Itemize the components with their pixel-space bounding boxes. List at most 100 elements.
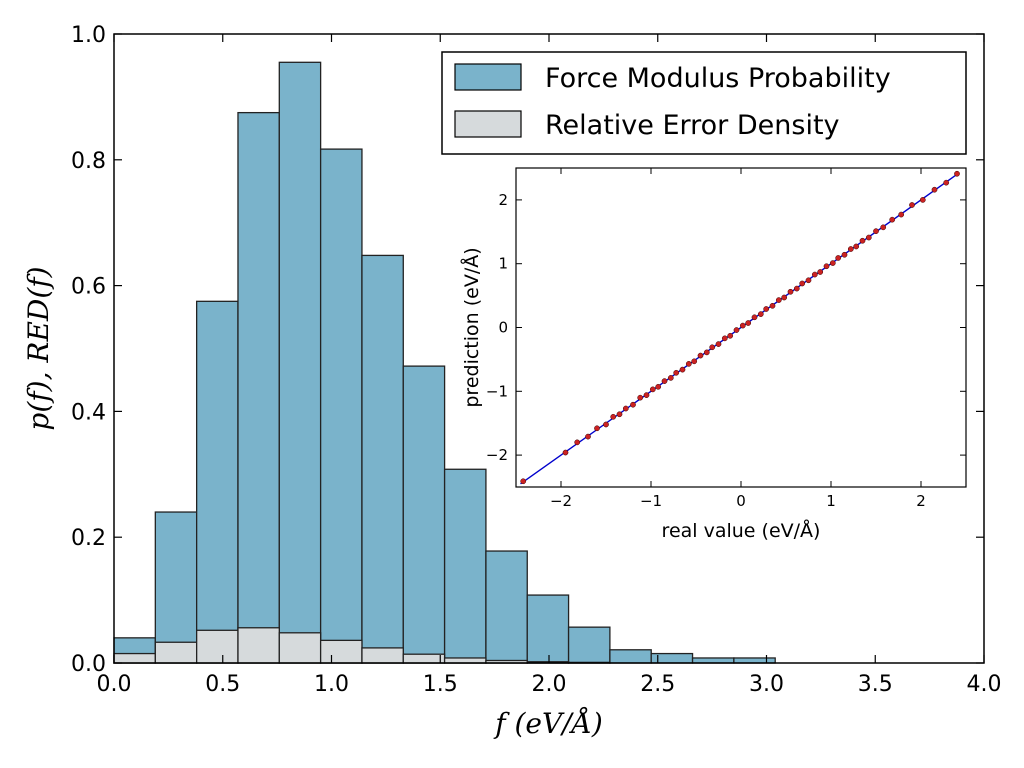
legend-box [441,51,967,155]
inset-point [585,433,591,440]
inset-x-tick-label: 0 [736,492,746,510]
main-y-axis-label: p(f), RED(f) [22,266,55,430]
inset-point [889,216,896,223]
main-y-tick-label: 1.0 [71,23,106,48]
relative-error-bar [443,657,487,664]
inset-point [661,378,668,384]
relative-error-bar [113,652,156,664]
inset-point [637,394,644,401]
inset-point [643,392,650,398]
inset-points [520,170,960,485]
inset-point [898,211,905,218]
inset-point [954,170,960,177]
main-x-axis-label: f (eV/Å) [493,707,603,740]
inset-point [733,327,740,333]
force-probability-bar [691,657,735,664]
inset-point [685,361,692,367]
force-probability-bar [154,511,198,664]
force-probability-bar [361,254,404,664]
inset-identity-line [520,172,960,485]
inset-point [673,369,680,376]
inset-y-tick-label: −2 [486,446,508,464]
legend: Force Modulus Probability Relative Error… [441,51,967,155]
inset-point [769,302,776,309]
inset-point [865,234,872,241]
inset-point [622,405,629,412]
force-probability-bar [237,111,280,664]
inset-point [841,251,848,258]
inset-point [703,349,710,356]
main-x-tick-label: 3.0 [749,672,784,697]
inset-x-tick-label: −1 [640,492,662,510]
relative-error-bar [402,653,446,664]
legend-swatch-force [454,63,522,91]
legend-label-error: Relative Error Density [545,110,840,141]
inset-y-tick-label: 1 [498,255,508,273]
force-probability-bar [609,649,652,664]
main-x-tick-label: 2.5 [640,672,675,697]
inset-point [709,344,716,351]
main-x-tick-label: 1.5 [423,672,458,697]
inset-y-tick-label: −1 [486,382,508,400]
main-x-tick-label: 1.0 [314,672,349,697]
inset-point [793,285,800,292]
inset-point [853,243,860,250]
inset-point [739,322,746,329]
main-x-tick-label: 0.5 [205,672,240,697]
inset-y-tick-label: 0 [498,319,508,337]
inset-point [715,341,722,347]
inset-point [847,246,854,252]
force-probability-bar [485,550,528,664]
force-probability-bar [278,61,322,664]
inset-point [574,439,581,446]
main-y-tick-label: 0.6 [71,275,106,300]
inset-point [562,449,569,456]
inset-point [745,320,752,326]
main-x-tick-label: 2.0 [532,672,567,697]
inset-point [697,352,704,359]
main-y-tick-label: 0.4 [71,400,106,425]
inset-point [616,411,623,418]
main-ticks: 0.0 0.5 1.0 1.5 2.0 2.5 3.0 3.5 4.0 0.0 0.2 0.4 0.6 0… [71,23,1002,697]
force-probability-bar [319,148,363,664]
inset-point [787,288,794,295]
inset-point [691,358,698,365]
inset-scatter: −2 −1 0 1 2 −2 −1 0 1 2 real value (eV/Å) predict… [460,167,967,542]
main-x-tick-label: 0.0 [97,672,132,697]
inset-point [805,277,812,284]
inset-point [817,269,824,275]
inset-ticks: −2 −1 0 1 2 −2 −1 0 1 2 [486,168,966,510]
inset-point [859,237,866,244]
inset-point [751,314,758,321]
force-probability-bar [402,365,446,664]
legend-swatch-error [454,110,522,138]
inset-point [655,383,662,390]
inset-point [775,297,782,303]
inset-point [799,280,806,287]
inset-point [835,255,842,261]
inset-point [919,197,926,203]
inset-point [630,401,636,408]
inset-point [763,306,770,312]
inset-point [909,202,915,208]
inset-point [603,421,609,428]
force-probability-bar [567,626,611,664]
inset-point [610,413,617,420]
inset-point [931,186,938,193]
relative-error-bar [278,632,322,664]
inset-point [649,386,656,393]
inset-point [594,425,600,432]
inset-point [520,478,527,485]
force-probability-bar [443,468,487,664]
inset-x-tick-label: 1 [826,492,836,510]
main-x-tick-label: 4.0 [967,672,1002,697]
inset-point [667,375,674,381]
force-probability-bar [195,300,239,664]
inset-point [781,294,788,301]
legend-label-force: Force Modulus Probability [545,63,891,94]
inset-point [880,224,887,231]
inset-point [757,311,764,317]
main-y-tick-label: 0.0 [71,652,106,677]
main-x-tick-label: 3.5 [858,672,893,697]
